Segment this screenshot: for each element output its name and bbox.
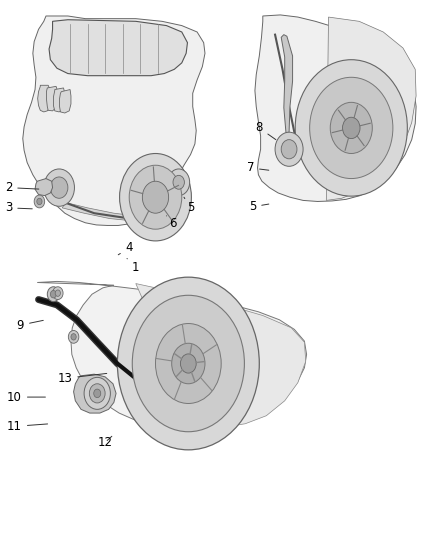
- Circle shape: [47, 287, 60, 302]
- Circle shape: [180, 354, 196, 373]
- Polygon shape: [62, 203, 155, 221]
- Circle shape: [37, 198, 42, 205]
- Circle shape: [132, 295, 244, 432]
- Circle shape: [44, 169, 74, 206]
- Circle shape: [117, 277, 259, 450]
- Polygon shape: [35, 179, 53, 196]
- Polygon shape: [136, 284, 306, 428]
- Polygon shape: [60, 90, 71, 113]
- Circle shape: [94, 389, 101, 398]
- Circle shape: [34, 195, 45, 208]
- Polygon shape: [38, 85, 52, 112]
- Circle shape: [142, 181, 169, 213]
- Text: 4: 4: [118, 241, 133, 255]
- Text: 5: 5: [249, 200, 269, 213]
- Text: 12: 12: [98, 436, 113, 449]
- Circle shape: [330, 102, 372, 154]
- Circle shape: [129, 165, 182, 229]
- Circle shape: [295, 60, 407, 196]
- Text: 7: 7: [247, 161, 269, 174]
- Polygon shape: [74, 374, 116, 413]
- Text: 13: 13: [57, 372, 107, 385]
- Circle shape: [343, 117, 360, 139]
- Circle shape: [275, 132, 303, 166]
- Text: 11: 11: [7, 420, 48, 433]
- Polygon shape: [37, 281, 307, 429]
- Text: 1: 1: [127, 259, 140, 274]
- Polygon shape: [255, 15, 416, 201]
- Text: 3: 3: [5, 201, 32, 214]
- Circle shape: [55, 290, 60, 296]
- Circle shape: [53, 287, 63, 300]
- Circle shape: [168, 169, 190, 196]
- Text: 6: 6: [166, 216, 177, 230]
- Circle shape: [281, 140, 297, 159]
- Polygon shape: [49, 20, 187, 76]
- Polygon shape: [23, 16, 205, 225]
- Circle shape: [84, 377, 110, 409]
- Circle shape: [50, 177, 68, 198]
- Circle shape: [173, 175, 184, 189]
- Polygon shape: [46, 86, 58, 111]
- Circle shape: [120, 154, 191, 241]
- Text: 2: 2: [5, 181, 39, 194]
- Text: 8: 8: [255, 122, 276, 140]
- Circle shape: [89, 384, 105, 403]
- Text: 5: 5: [184, 197, 194, 214]
- Text: 9: 9: [17, 319, 43, 332]
- Circle shape: [71, 334, 76, 340]
- Circle shape: [172, 343, 205, 384]
- Circle shape: [50, 290, 57, 298]
- Polygon shape: [53, 88, 65, 112]
- Circle shape: [68, 330, 79, 343]
- Circle shape: [310, 77, 393, 179]
- Polygon shape: [281, 35, 293, 133]
- Circle shape: [155, 324, 221, 403]
- Polygon shape: [326, 17, 416, 200]
- Text: 10: 10: [7, 391, 46, 403]
